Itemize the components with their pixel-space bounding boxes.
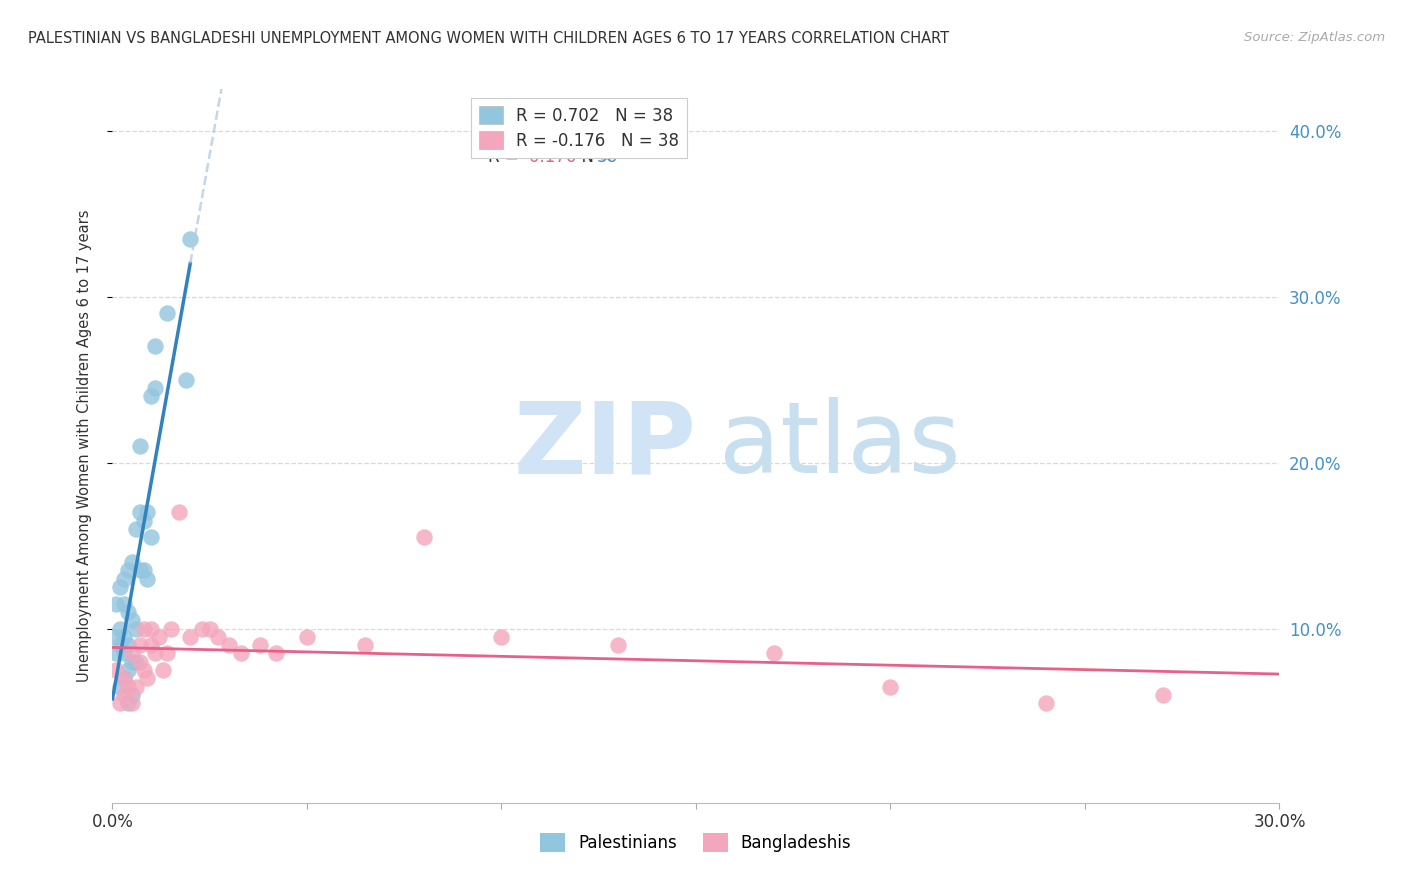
Point (121, 613, 143, 627)
Point (136, 572, 159, 586)
Text: 38: 38 (596, 120, 617, 137)
Point (412, 530, 434, 544)
Point (125, 522, 148, 536)
Point (132, 663, 155, 677)
Point (167, 505, 190, 519)
Point (143, 381, 166, 395)
Point (125, 655, 148, 669)
Text: ZIP: ZIP (513, 398, 696, 494)
Point (141, 530, 163, 544)
Point (117, 663, 139, 677)
Point (879, 680, 901, 694)
Point (112, 630, 135, 644)
Point (121, 655, 143, 669)
Point (762, 647, 785, 661)
Text: N =: N = (571, 148, 619, 166)
Point (148, 630, 170, 644)
Point (117, 564, 139, 578)
Point (128, 505, 150, 519)
Text: N =: N = (565, 120, 613, 137)
Point (156, 647, 179, 661)
Point (229, 647, 252, 661)
Point (105, 630, 128, 644)
Point (207, 630, 229, 644)
Point (128, 655, 150, 669)
Point (198, 622, 221, 636)
Y-axis label: Unemployment Among Women with Children Ages 6 to 17 years: Unemployment Among Women with Children A… (77, 210, 91, 682)
Point (264, 647, 287, 661)
Point (160, 622, 183, 636)
Point (136, 671, 159, 685)
Point (218, 638, 240, 652)
Point (249, 638, 271, 652)
Point (117, 680, 139, 694)
Point (117, 605, 139, 619)
Text: atlas: atlas (720, 398, 960, 494)
Point (112, 597, 135, 611)
Point (141, 622, 163, 636)
Point (105, 663, 128, 677)
Text: PALESTINIAN VS BANGLADESHI UNEMPLOYMENT AMONG WOMEN WITH CHILDREN AGES 6 TO 17 Y: PALESTINIAN VS BANGLADESHI UNEMPLOYMENT … (28, 31, 949, 46)
Point (1152, 688, 1174, 702)
Point (121, 555, 143, 569)
Point (295, 630, 318, 644)
Text: 38: 38 (596, 148, 617, 166)
Point (141, 638, 163, 652)
Point (136, 505, 159, 519)
Text: 0.702: 0.702 (523, 120, 571, 137)
Point (110, 680, 132, 694)
Point (112, 671, 135, 685)
Legend: Palestinians, Bangladeshis: Palestinians, Bangladeshis (534, 827, 858, 859)
Point (112, 688, 135, 702)
Text: R =: R = (488, 148, 524, 166)
Point (143, 339, 166, 353)
Point (132, 564, 155, 578)
Point (156, 306, 179, 320)
Point (110, 696, 132, 710)
Text: -0.176: -0.176 (523, 148, 576, 166)
Point (105, 597, 128, 611)
Point (121, 647, 143, 661)
Point (179, 630, 201, 644)
Point (112, 572, 135, 586)
Point (121, 696, 143, 710)
Point (354, 638, 377, 652)
Point (132, 514, 155, 528)
Point (152, 663, 174, 677)
Point (491, 630, 513, 644)
Text: Source: ZipAtlas.com: Source: ZipAtlas.com (1244, 31, 1385, 45)
Point (176, 373, 198, 387)
Point (125, 622, 148, 636)
Point (125, 680, 148, 694)
Point (128, 638, 150, 652)
Point (110, 638, 132, 652)
Point (110, 580, 132, 594)
Point (117, 696, 139, 710)
Point (121, 688, 143, 702)
Point (105, 647, 128, 661)
Point (179, 231, 201, 245)
Point (112, 647, 135, 661)
Point (112, 671, 135, 685)
Point (607, 638, 630, 652)
Point (191, 622, 214, 636)
Point (132, 622, 155, 636)
Point (143, 647, 166, 661)
Point (141, 389, 163, 403)
Point (117, 638, 139, 652)
Point (128, 564, 150, 578)
Text: R =: R = (488, 120, 524, 137)
Point (1035, 696, 1057, 710)
Point (128, 439, 150, 453)
Point (110, 622, 132, 636)
